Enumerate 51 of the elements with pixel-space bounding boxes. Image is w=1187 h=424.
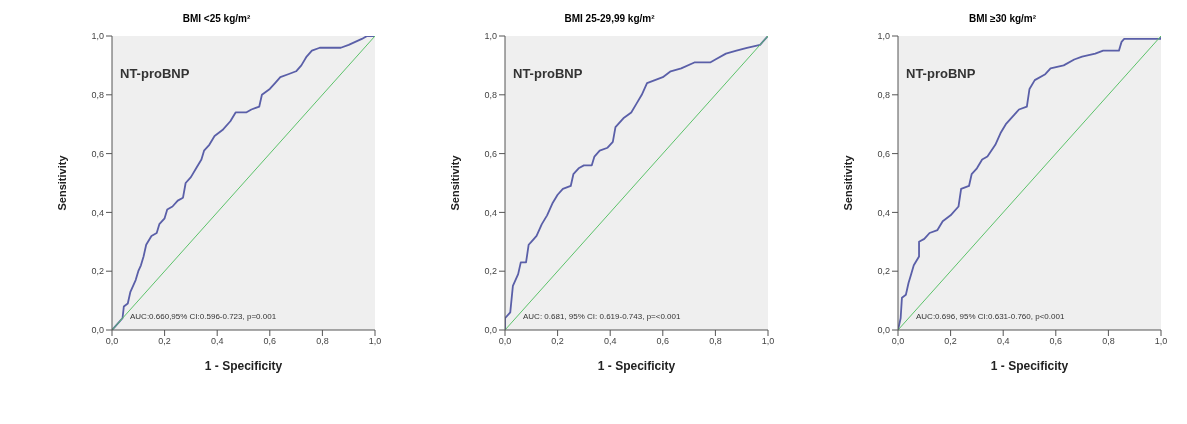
annotation: AUC:0.696, 95% CI:0.631-0.760, p<0.001 xyxy=(916,312,1065,321)
y-tick-label: 0,6 xyxy=(91,148,104,159)
y-tick-label: 0,6 xyxy=(484,148,497,159)
y-tick-label: 1,0 xyxy=(484,31,497,42)
x-tick-label: 0,0 xyxy=(105,336,119,347)
annotation: NT-proBNP xyxy=(513,66,583,81)
y-tick-label: 0,4 xyxy=(484,207,497,218)
chart-title: BMI 25-29,99 kg/m² xyxy=(563,12,656,26)
x-tick-label: 0,2 xyxy=(944,336,957,347)
annotation: NT-proBNP xyxy=(120,66,190,81)
y-tick-label: 0,0 xyxy=(877,325,890,336)
y-tick-label: 0,2 xyxy=(484,266,497,277)
x-tick-label: 1,0 xyxy=(368,336,382,347)
chart-title: BMI <25 kg/m² xyxy=(181,12,252,26)
chart-title: BMI ≥30 kg/m² xyxy=(967,12,1038,26)
x-tick-label: 0,8 xyxy=(316,336,329,347)
x-tick-label: 0,2 xyxy=(551,336,564,347)
x-tick-label: 0,6 xyxy=(656,336,670,347)
y-tick-label: 0,0 xyxy=(484,325,497,336)
x-tick-label: 0,4 xyxy=(210,336,224,347)
x-tick-label: 0,6 xyxy=(1049,336,1063,347)
x-axis-title: 1 - Specificity xyxy=(597,359,676,373)
x-tick-label: 1,0 xyxy=(761,336,775,347)
y-axis-title: Sensitivity xyxy=(55,154,68,211)
x-tick-label: 0,8 xyxy=(709,336,722,347)
y-tick-label: 0,8 xyxy=(484,90,497,100)
y-tick-label: 0,0 xyxy=(91,325,104,336)
y-tick-label: 0,2 xyxy=(877,266,890,277)
y-tick-label: 1,0 xyxy=(91,31,104,42)
x-tick-label: 0,0 xyxy=(891,336,905,347)
x-axis-title: 1 - Specificity xyxy=(204,359,283,373)
annotation: AUC: 0.681, 95% CI: 0.619-0.743, p=<0.001 xyxy=(523,312,681,321)
x-tick-label: 0,6 xyxy=(263,336,277,347)
x-tick-label: 1,0 xyxy=(1154,336,1168,347)
x-tick-label: 0,4 xyxy=(996,336,1010,347)
y-tick-label: 0,6 xyxy=(877,148,890,159)
y-tick-label: 0,8 xyxy=(877,90,890,100)
x-tick-label: 0,2 xyxy=(158,336,171,347)
x-axis-title: 1 - Specificity xyxy=(990,359,1069,373)
y-tick-label: 0,8 xyxy=(91,90,104,100)
annotation: NT-proBNP xyxy=(906,66,976,81)
annotation: AUC:0.660,95% CI:0.596-0.723, p=0.001 xyxy=(130,312,277,321)
x-tick-label: 0,0 xyxy=(498,336,512,347)
y-axis-title: Sensitivity xyxy=(841,154,854,211)
y-tick-label: 1,0 xyxy=(877,31,890,42)
y-tick-label: 0,2 xyxy=(91,266,104,277)
y-axis-title: Sensitivity xyxy=(448,154,461,211)
y-tick-label: 0,4 xyxy=(91,207,104,218)
y-tick-label: 0,4 xyxy=(877,207,890,218)
x-tick-label: 0,4 xyxy=(603,336,617,347)
x-tick-label: 0,8 xyxy=(1102,336,1115,347)
